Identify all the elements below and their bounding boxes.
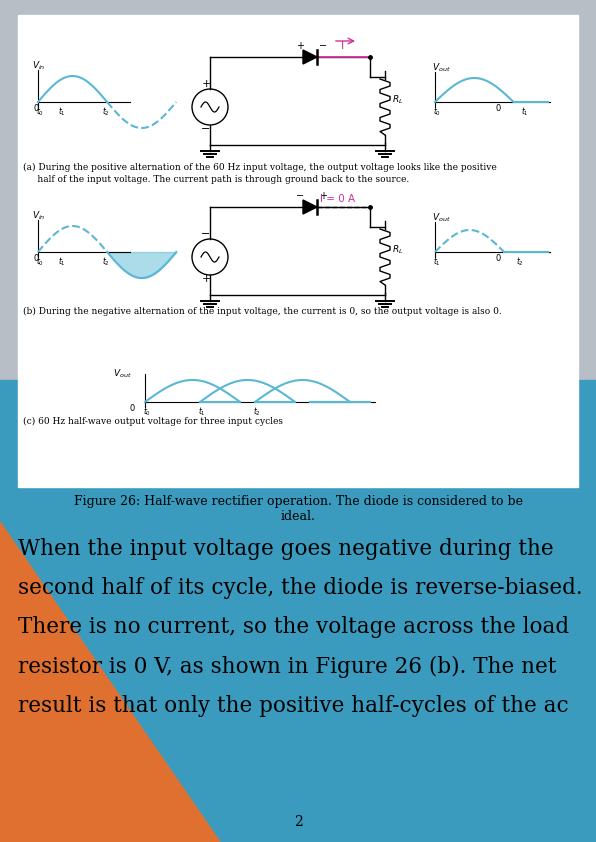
- Text: 0: 0: [34, 254, 39, 263]
- Polygon shape: [303, 200, 317, 214]
- Text: $t_2$: $t_2$: [516, 256, 524, 269]
- Text: $t_1$: $t_1$: [198, 405, 206, 418]
- Text: $V_{out}$: $V_{out}$: [113, 367, 132, 380]
- Bar: [0, 380, 596, 842]
- Text: $V_{out}$: $V_{out}$: [432, 61, 451, 74]
- Text: +: +: [319, 191, 327, 201]
- Text: +: +: [296, 41, 304, 51]
- Text: $t_0$: $t_0$: [36, 106, 44, 119]
- Text: 0: 0: [495, 254, 500, 263]
- Polygon shape: [303, 50, 317, 64]
- Text: Figure 26: Half-wave rectifier operation. The diode is considered to be: Figure 26: Half-wave rectifier operation…: [73, 495, 523, 509]
- Text: ideal.: ideal.: [281, 510, 315, 524]
- Text: $R_L$: $R_L$: [392, 243, 403, 255]
- Bar: [18, 15, 578, 487]
- Text: When the input voltage goes negative during the: When the input voltage goes negative dur…: [18, 538, 554, 560]
- Text: $t_2$: $t_2$: [102, 106, 110, 119]
- Text: $t_0$: $t_0$: [143, 405, 151, 418]
- Text: $t_0$: $t_0$: [36, 256, 44, 269]
- Text: (c) 60 Hz half-wave output voltage for three input cycles: (c) 60 Hz half-wave output voltage for t…: [23, 417, 283, 426]
- Text: $V_{in}$: $V_{in}$: [32, 210, 45, 222]
- Text: result is that only the positive half-cycles of the ac: result is that only the positive half-cy…: [18, 695, 569, 717]
- Text: $t_1$: $t_1$: [58, 256, 66, 269]
- Text: 0: 0: [495, 104, 500, 113]
- Text: (b) During the negative alternation of the input voltage, the current is 0, so t: (b) During the negative alternation of t…: [23, 306, 502, 316]
- Text: $V_{out}$: $V_{out}$: [432, 211, 451, 224]
- Polygon shape: [0, 522, 220, 842]
- Text: $t_2$: $t_2$: [253, 405, 261, 418]
- Text: −: −: [296, 191, 304, 201]
- Text: $t_2$: $t_2$: [102, 256, 110, 269]
- Text: I: I: [342, 41, 344, 51]
- Text: 0: 0: [34, 104, 39, 113]
- Text: $t_1$: $t_1$: [521, 106, 529, 119]
- Text: −: −: [319, 41, 327, 51]
- Text: $V_{in}$: $V_{in}$: [32, 60, 45, 72]
- Text: +: +: [201, 79, 211, 89]
- Text: −: −: [201, 229, 211, 239]
- Text: second half of its cycle, the diode is reverse-biased.: second half of its cycle, the diode is r…: [18, 577, 583, 599]
- Text: −: −: [201, 124, 211, 134]
- Text: $t_0$: $t_0$: [433, 106, 441, 119]
- Text: half of the input voltage. The current path is through ground back to the source: half of the input voltage. The current p…: [23, 175, 409, 184]
- Text: There is no current, so the voltage across the load: There is no current, so the voltage acro…: [18, 616, 569, 638]
- Text: resistor is 0 V, as shown in Figure 26 (b). The net: resistor is 0 V, as shown in Figure 26 (…: [18, 656, 557, 678]
- Text: +: +: [201, 274, 211, 284]
- Text: 0: 0: [130, 404, 135, 413]
- Text: I = 0 A: I = 0 A: [320, 194, 355, 204]
- Text: 2: 2: [294, 815, 302, 829]
- Text: (a) During the positive alternation of the 60 Hz input voltage, the output volta: (a) During the positive alternation of t…: [23, 163, 496, 172]
- Text: $t_1$: $t_1$: [433, 256, 441, 269]
- Text: $R_L$: $R_L$: [392, 93, 403, 105]
- Text: $t_1$: $t_1$: [58, 106, 66, 119]
